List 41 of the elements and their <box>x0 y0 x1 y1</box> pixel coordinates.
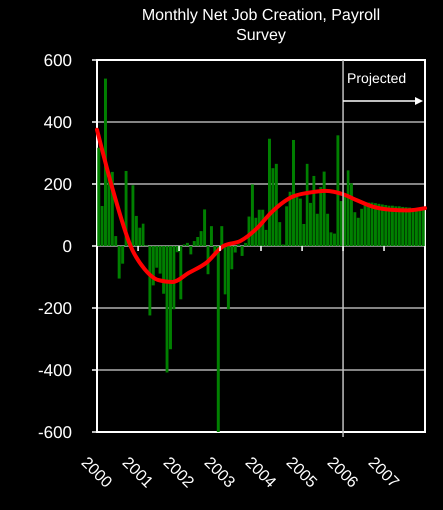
y-tick-label: 600 <box>44 50 72 70</box>
bar <box>388 206 390 246</box>
y-tick-label: -200 <box>38 298 72 318</box>
bar <box>226 246 230 310</box>
bar <box>210 226 213 246</box>
bar <box>274 164 278 246</box>
bar <box>418 208 422 246</box>
y-tick-label: 0 <box>62 236 72 256</box>
bar <box>312 176 316 246</box>
bar <box>240 246 244 256</box>
bar <box>216 246 220 432</box>
bar <box>336 135 340 246</box>
bar <box>131 185 134 246</box>
ref-line-label: Projected <box>347 70 406 86</box>
bar <box>292 140 295 246</box>
y-tick-label: -600 <box>38 422 72 442</box>
bar <box>189 246 192 254</box>
bar <box>104 78 107 246</box>
bar <box>166 246 168 372</box>
bar <box>250 184 254 246</box>
y-tick-label: 400 <box>44 112 72 132</box>
bar <box>148 246 152 316</box>
chart-title: Monthly Net Job Creation, Payroll Survey <box>142 7 380 44</box>
bar <box>203 209 206 246</box>
bar <box>401 206 404 246</box>
bar <box>118 246 121 279</box>
bar <box>179 246 182 300</box>
bar <box>374 203 377 246</box>
bar <box>380 204 384 246</box>
y-tick-label: -400 <box>38 360 72 380</box>
bar <box>390 206 394 246</box>
bar <box>322 172 326 246</box>
bar <box>377 204 380 246</box>
bar <box>370 202 374 246</box>
bar <box>298 198 302 246</box>
bar <box>404 207 408 246</box>
bar <box>142 224 144 246</box>
bar <box>186 242 189 246</box>
bar <box>268 138 271 246</box>
line-series <box>95 128 427 284</box>
y-tick-label: 200 <box>44 174 72 194</box>
